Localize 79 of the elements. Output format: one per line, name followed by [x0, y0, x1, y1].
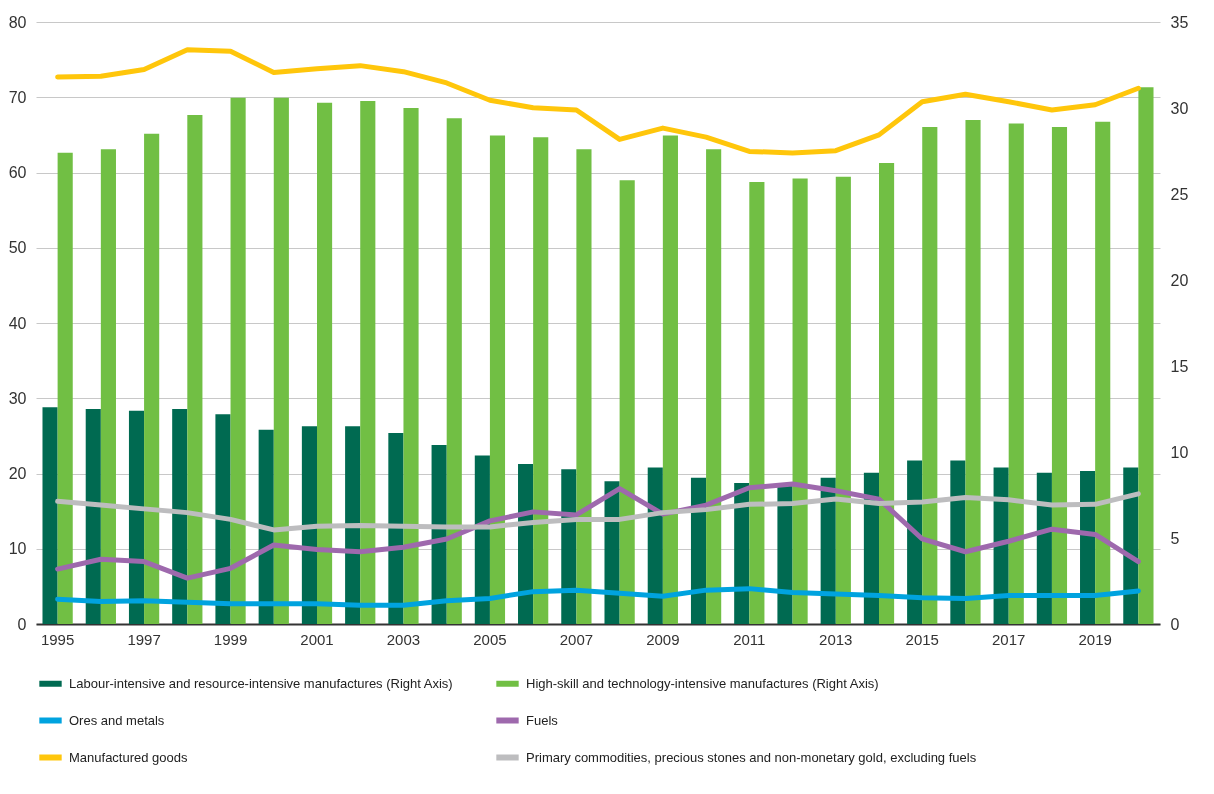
bar — [561, 469, 577, 624]
bar — [792, 178, 808, 624]
bar — [144, 133, 160, 624]
x-tick-label: 2013 — [819, 630, 853, 648]
x-tick-label: 2009 — [646, 630, 680, 648]
bar — [301, 426, 317, 624]
y2-tick-label: 20 — [1170, 271, 1189, 289]
legend-label: High-skill and technology-intensive manufactures (Right Axis) — [526, 675, 879, 691]
bar — [533, 137, 549, 624]
bar — [446, 118, 462, 624]
bar — [317, 102, 333, 624]
bar — [57, 152, 73, 624]
bar — [662, 135, 678, 624]
bar — [1138, 87, 1154, 624]
bar — [965, 120, 981, 624]
bar — [273, 97, 289, 624]
bar — [706, 149, 722, 624]
bar — [777, 484, 793, 624]
bar — [647, 467, 663, 624]
x-tick-label: 2011 — [733, 630, 766, 648]
bar — [100, 149, 116, 624]
bar — [1095, 121, 1111, 624]
y-tick-label: 60 — [8, 164, 27, 181]
x-tick-label: 2019 — [1078, 630, 1112, 648]
bar — [187, 114, 203, 624]
y-tick-label: 80 — [8, 13, 27, 31]
x-tick-label: 1999 — [213, 630, 248, 648]
bar — [619, 180, 635, 624]
y2-tick-label: 15 — [1170, 357, 1189, 375]
bar — [835, 176, 851, 624]
bar — [85, 409, 101, 624]
y2-tick-label: 25 — [1170, 185, 1189, 203]
bar — [489, 135, 506, 624]
bar — [258, 429, 274, 624]
y-tick-label: 30 — [8, 389, 27, 407]
bar — [42, 407, 58, 624]
bar — [215, 414, 231, 624]
y-tick-label: 40 — [8, 314, 27, 332]
x-tick-label: 1995 — [40, 630, 75, 648]
x-tick-label: 2003 — [386, 630, 421, 648]
y-tick-label: 70 — [8, 88, 27, 106]
bar — [1051, 126, 1068, 624]
bar — [230, 97, 246, 624]
legend-label: Labour-intensive and resource-intensive manufactures (Right Axis) — [69, 675, 453, 691]
x-tick-label: 2005 — [473, 630, 507, 648]
x-tick-label: 2007 — [559, 630, 594, 648]
legend-label: Fuels — [526, 712, 559, 728]
bar — [360, 101, 376, 624]
bar — [749, 181, 765, 624]
bar — [1008, 123, 1024, 624]
y-tick-label: 10 — [8, 540, 27, 558]
x-tick-label: 2001 — [300, 630, 334, 648]
bar — [431, 445, 447, 624]
bar — [388, 433, 404, 624]
bar — [922, 126, 938, 624]
y2-tick-label: 5 — [1170, 529, 1180, 547]
y2-tick-label: 30 — [1170, 99, 1189, 117]
y2-tick-label: 10 — [1170, 443, 1189, 461]
bar — [345, 426, 361, 624]
y-tick-label: 20 — [8, 465, 27, 482]
bar — [172, 409, 188, 624]
legend-label: Primary commodities, precious stones and non-monetary gold, excluding fuels — [526, 749, 977, 765]
y2-tick-label: 35 — [1170, 13, 1189, 31]
bar — [403, 108, 419, 624]
x-tick-label: 2017 — [992, 630, 1026, 648]
bar — [879, 163, 895, 624]
x-tick-label: 1997 — [127, 630, 161, 648]
y-tick-label: 50 — [8, 239, 27, 257]
bar — [518, 464, 534, 624]
bar — [128, 410, 145, 624]
legend-label: Ores and metals — [69, 712, 165, 728]
bar — [474, 455, 490, 624]
y2-tick-label: 0 — [1170, 615, 1180, 633]
bar — [993, 467, 1009, 624]
bar — [576, 149, 592, 624]
legend-label: Manufactured goods — [69, 749, 189, 765]
x-tick-label: 2015 — [905, 630, 939, 648]
bar — [950, 460, 966, 624]
y-tick-label: 0 — [17, 615, 27, 633]
